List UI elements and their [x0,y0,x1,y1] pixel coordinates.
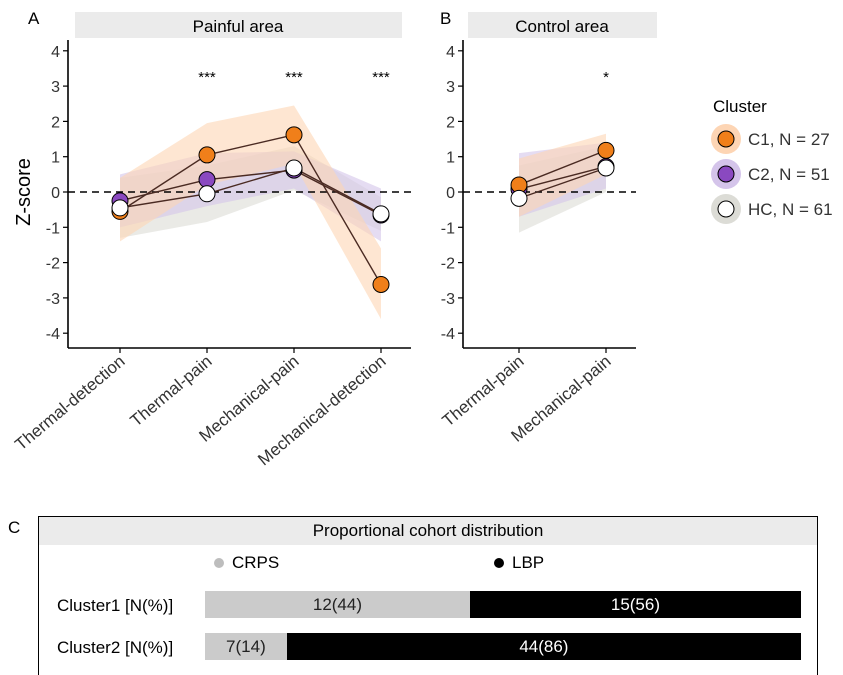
y-tick-label: -4 [441,326,455,343]
legend-label: HC, N = 61 [748,200,833,219]
panel-a-bands [120,105,381,320]
legend-label-lbp: LBP [512,553,545,572]
legend-item-c1: C1, N = 27 [711,124,830,154]
crps-dot-icon [214,558,224,568]
y-tick-label: 4 [446,44,455,61]
panel-a-painful-area: Painful area *** *** *** 4 3 2 1 0 -1 -2 -3 -4 Ther… [11,12,411,469]
legend-title: Cluster [713,97,767,116]
legend: Cluster C1, N = 27 C2, N = 51 HC, N = 61 [711,97,833,224]
y-tick-label: 3 [51,79,60,96]
bar-segment-crps: 7(14) [205,633,287,660]
panel-c-title: Proportional cohort distribution [39,517,817,545]
bar-segment-lbp: 15(56) [469,591,801,618]
y-tick-label: 1 [51,150,60,167]
legend-item-lbp: LBP [494,553,544,573]
row-label-cluster1: Cluster1 [N(%)] [57,596,174,615]
legend-label: C2, N = 51 [748,165,830,184]
y-tick-label: 2 [51,114,60,131]
ci-band-0 [120,105,381,320]
panel-a-significance: *** *** *** [198,69,390,86]
data-point [597,159,615,177]
panel-label-a: A [28,9,40,28]
data-point [198,171,216,189]
ci-band-0 [519,133,606,217]
y-tick-label: -3 [441,291,455,308]
panel-c-cohort-distribution: Proportional cohort distribution CRPS LB… [38,516,818,675]
panel-b-lines [518,149,607,200]
series-line-2 [518,167,607,200]
panel-b-points [510,141,615,207]
legend-swatch [717,165,735,183]
data-point [597,141,615,159]
panel-a-points [111,126,390,293]
y-tick-label: -2 [46,256,60,273]
panel-b-title-strip [468,12,657,38]
legend-swatch [717,130,735,148]
data-point [111,199,129,217]
series-line-0 [119,134,382,285]
y-tick-label: -1 [441,220,455,237]
data-point [510,189,528,207]
x-tick-label: Thermal-pain [439,352,528,431]
series-line-0 [518,149,607,186]
legend-item-hc: HC, N = 61 [711,194,833,224]
panel-label-c: C [8,518,20,537]
panel-b-significance: * [603,69,609,86]
data-point [198,146,216,164]
data-point [285,126,303,144]
series-line-1 [518,165,607,190]
y-tick-label: 0 [51,185,60,202]
significance-label: * [603,69,609,86]
lbp-dot-icon [494,558,504,568]
y-tick-label: -3 [46,291,60,308]
x-tick-label: Thermal-detection [11,352,128,455]
row-label-cluster2: Cluster2 [N(%)] [57,638,174,657]
panel-b-title: Control area [515,17,609,36]
data-point [372,205,390,223]
legend-swatch [717,200,735,218]
y-tick-label: 4 [51,44,60,61]
y-axis-title: Z-score [13,158,35,226]
significance-label: *** [372,69,390,86]
panel-a-lines [119,134,382,285]
x-tick-label: Thermal-pain [127,352,216,431]
series-line-2 [119,167,382,215]
y-tick-label: 1 [446,150,455,167]
legend-item-c2: C2, N = 51 [711,159,830,189]
bar-segment-lbp: 44(86) [286,633,801,660]
y-tick-label: 2 [446,114,455,131]
panel-a-title-strip [75,12,402,38]
data-point [198,185,216,203]
significance-label: *** [285,69,303,86]
y-tick-label: 0 [446,185,455,202]
panel-label-b: B [440,9,451,28]
data-point [372,275,390,293]
y-tick-label: -4 [46,326,60,343]
y-tick-label: -2 [441,256,455,273]
series-line-1 [119,169,382,216]
data-point [285,159,303,177]
bar-segment-crps: 12(44) [205,591,470,618]
y-tick-label: 3 [446,79,455,96]
legend-item-crps: CRPS [214,553,279,573]
legend-label-crps: CRPS [232,553,280,572]
y-tick-label: -1 [46,220,60,237]
significance-label: *** [198,69,216,86]
panel-b-control-area: Control area * 4 3 2 1 0 -1 -2 -3 -4 Thermal-pain… [439,12,657,446]
panel-a-title: Painful area [193,17,284,36]
legend-label: C1, N = 27 [748,130,830,149]
panel-b-bands [519,133,606,233]
